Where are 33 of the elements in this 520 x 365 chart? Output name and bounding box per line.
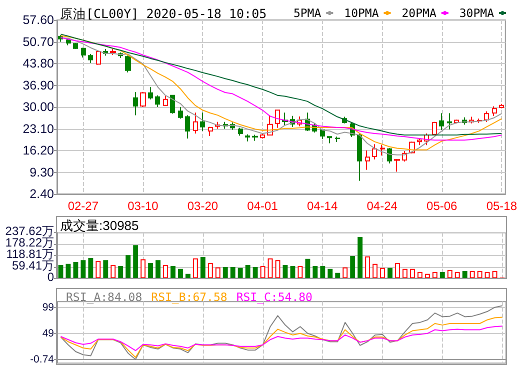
y-tick-label: -0.74 [30, 353, 54, 365]
x-tick-label: 04-14 [306, 199, 338, 213]
x-tick-label: 03-10 [128, 199, 159, 213]
x-tick-label: 02-27 [68, 199, 99, 213]
y-tick-label: 23.10 [22, 122, 54, 136]
x-tick-label: 05-18 [486, 199, 518, 213]
y-tick-label: 2.40 [30, 187, 54, 201]
chart-title: 原油[CL00Y] 2020-05-18 10:05 [60, 6, 267, 21]
y-tick-label: 57.60 [22, 13, 54, 27]
x-tick-label: 04-24 [366, 199, 398, 213]
text: RSI_B:67.58 [151, 290, 228, 304]
y-tick-label: 50.70 [22, 34, 54, 49]
x-tick-label: 03-20 [187, 199, 218, 213]
x-tick-label: 05-06 [426, 199, 458, 213]
y-tick-label: 9.30 [30, 165, 54, 180]
y-tick-label: 237.62万 [5, 224, 54, 238]
annotation: 成交量:30985 [60, 218, 139, 233]
y-tick-label: 43.80 [22, 56, 54, 70]
legend-label: 10PMA [344, 6, 379, 20]
x-tick-label: 04-01 [247, 199, 278, 213]
y-tick-label: 0 [47, 270, 54, 284]
y-tick-label: 30.00 [22, 100, 54, 114]
legend-label: 20PMA [402, 6, 436, 20]
y-tick-label: 178.22万 [5, 236, 54, 250]
y-tick-label: 118.81万 [6, 247, 54, 261]
y-tick-label: 36.90 [22, 78, 54, 92]
y-tick-label: 99 [42, 301, 54, 314]
text: RSI_C:54.80 [236, 290, 313, 304]
y-tick-label: 16.20 [22, 144, 54, 158]
text: RSI_A:84.08 [66, 290, 142, 304]
legend-label: 30PMA [459, 6, 494, 20]
legend-label: 5PMA [293, 6, 322, 20]
y-tick-label: 49 [42, 327, 54, 340]
